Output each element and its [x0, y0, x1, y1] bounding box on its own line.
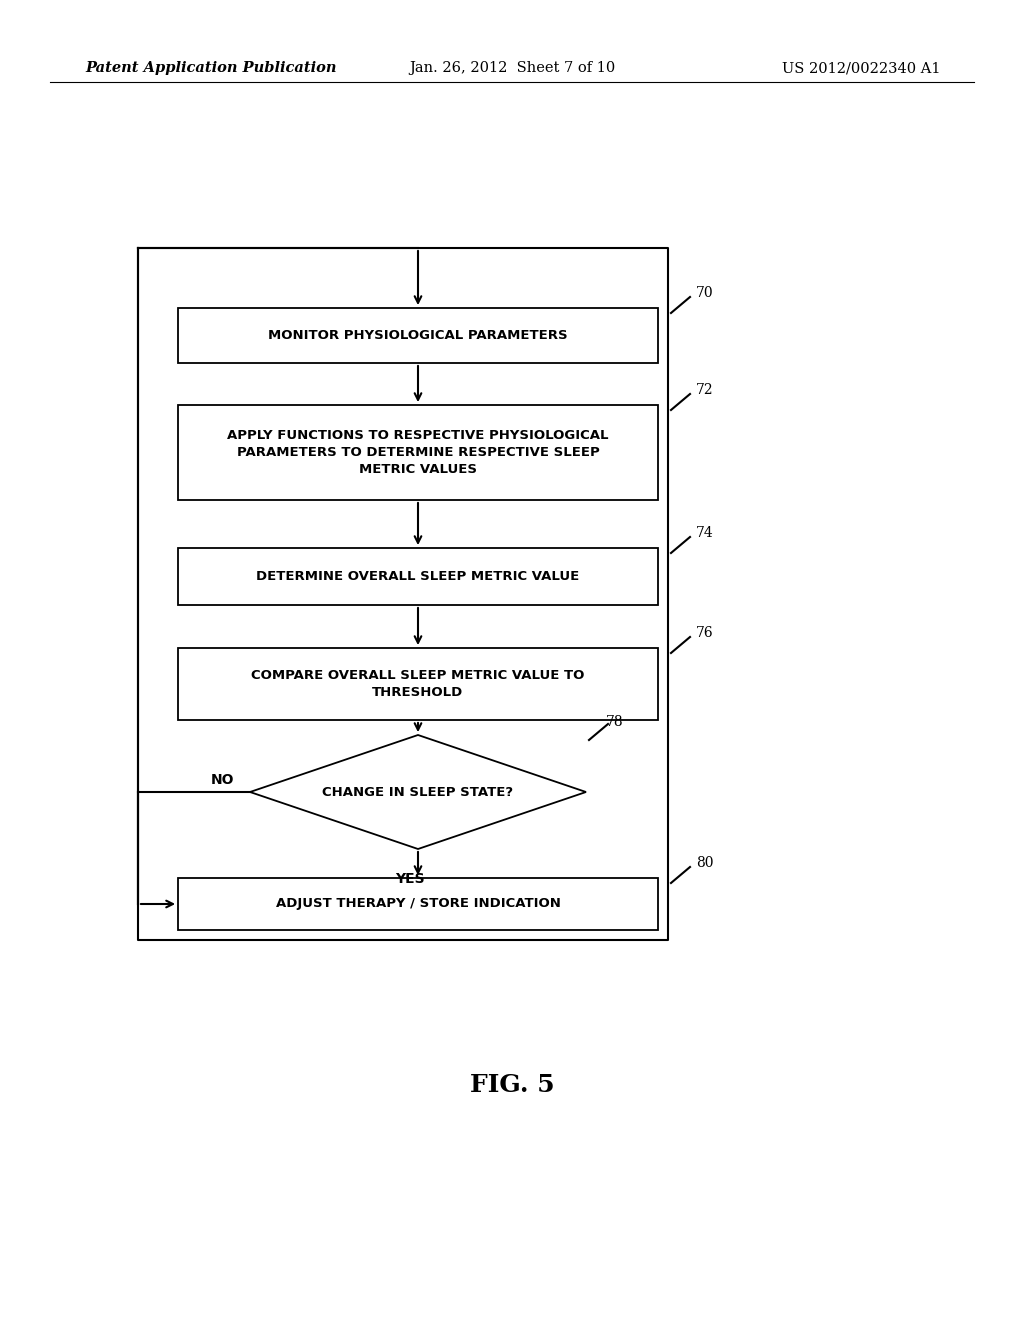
Text: APPLY FUNCTIONS TO RESPECTIVE PHYSIOLOGICAL
PARAMETERS TO DETERMINE RESPECTIVE S: APPLY FUNCTIONS TO RESPECTIVE PHYSIOLOGI… [227, 429, 608, 477]
Bar [178, 548, 658, 605]
Text: US 2012/0022340 A1: US 2012/0022340 A1 [781, 61, 940, 75]
Polygon shape [250, 735, 586, 849]
Text: COMPARE OVERALL SLEEP METRIC VALUE TO
THRESHOLD: COMPARE OVERALL SLEEP METRIC VALUE TO TH… [251, 669, 585, 700]
Text: FIG. 5: FIG. 5 [470, 1073, 554, 1097]
Text: 76: 76 [696, 626, 714, 640]
Text: NO: NO [210, 774, 233, 787]
Text: MONITOR PHYSIOLOGICAL PARAMETERS: MONITOR PHYSIOLOGICAL PARAMETERS [268, 329, 568, 342]
Bar [178, 648, 658, 719]
Text: YES: YES [395, 873, 425, 886]
Text: Patent Application Publication: Patent Application Publication [85, 61, 337, 75]
Text: Jan. 26, 2012  Sheet 7 of 10: Jan. 26, 2012 Sheet 7 of 10 [409, 61, 615, 75]
Bar [178, 405, 658, 500]
Text: CHANGE IN SLEEP STATE?: CHANGE IN SLEEP STATE? [323, 785, 514, 799]
Text: 80: 80 [696, 855, 714, 870]
Bar [178, 308, 658, 363]
Bar [178, 878, 658, 931]
Text: ADJUST THERAPY / STORE INDICATION: ADJUST THERAPY / STORE INDICATION [275, 898, 560, 911]
Text: 78: 78 [606, 715, 624, 729]
Text: 74: 74 [696, 525, 714, 540]
Text: 70: 70 [696, 286, 714, 300]
Text: 72: 72 [696, 383, 714, 397]
Text: DETERMINE OVERALL SLEEP METRIC VALUE: DETERMINE OVERALL SLEEP METRIC VALUE [256, 570, 580, 583]
